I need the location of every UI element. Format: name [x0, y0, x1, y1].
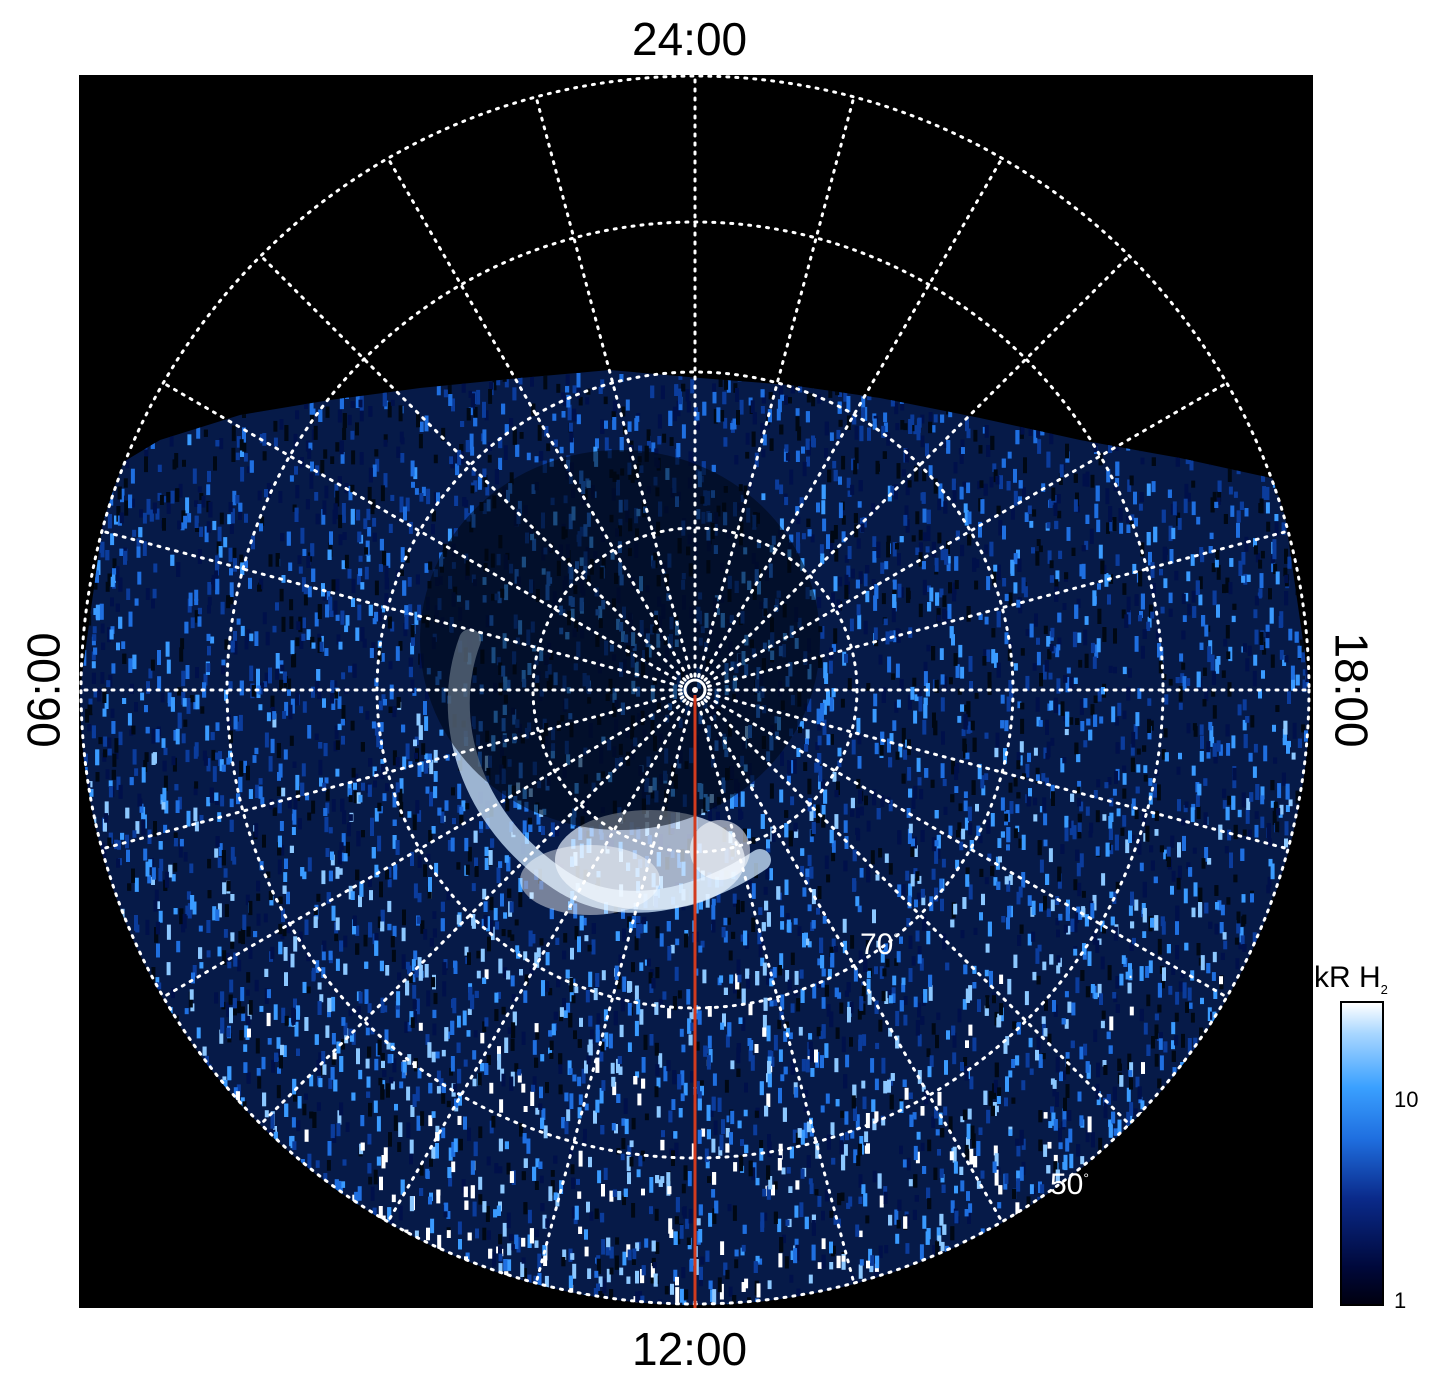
- grid-meridian: [707, 529, 1290, 688]
- polar-cap-dark-region: [420, 450, 820, 830]
- grid-meridian: [534, 702, 693, 1285]
- grid-meridian: [386, 156, 690, 680]
- colorbar-tick-10: 10: [1394, 1087, 1419, 1112]
- grid-meridian: [386, 700, 690, 1224]
- grid-meridian: [161, 381, 685, 685]
- local-time-label-18: 18:00: [1326, 632, 1378, 748]
- grid-meridian: [705, 695, 1229, 999]
- grid-meridian: [703, 254, 1131, 682]
- grid-meridian: [161, 695, 685, 999]
- latitude-label-70: 70°: [860, 928, 899, 961]
- grid-meridian: [697, 95, 856, 678]
- local-time-label-06-wrap: 06:00: [14, 610, 74, 770]
- latitude-label-50: 50°: [1050, 1168, 1089, 1201]
- local-time-label-06: 06:00: [18, 632, 70, 748]
- grid-meridian: [700, 156, 1004, 680]
- local-time-label-18-wrap: 18:00: [1322, 610, 1382, 770]
- colorbar-tick-1: 1: [1394, 1288, 1407, 1313]
- pole-marker-dot: [692, 687, 698, 693]
- local-time-label-24: 24:00: [632, 13, 748, 65]
- grid-meridian: [259, 698, 687, 1126]
- grid-meridian: [707, 692, 1290, 851]
- grid-meridian: [697, 702, 856, 1285]
- grid-circle-60: [375, 370, 1015, 1010]
- grid-meridian: [705, 381, 1229, 685]
- local-time-label-12: 12:00: [632, 1323, 748, 1375]
- colorbar: [1340, 1001, 1384, 1306]
- colorbar-title: kR H2: [1314, 961, 1388, 997]
- grid-meridian: [100, 529, 683, 688]
- grid-meridian: [534, 95, 693, 678]
- grid-circle-50: [225, 220, 1165, 1160]
- grid-meridian: [700, 700, 1004, 1224]
- grid-meridian: [703, 698, 1131, 1126]
- grid-meridian: [100, 692, 683, 851]
- grid-meridian: [259, 254, 687, 682]
